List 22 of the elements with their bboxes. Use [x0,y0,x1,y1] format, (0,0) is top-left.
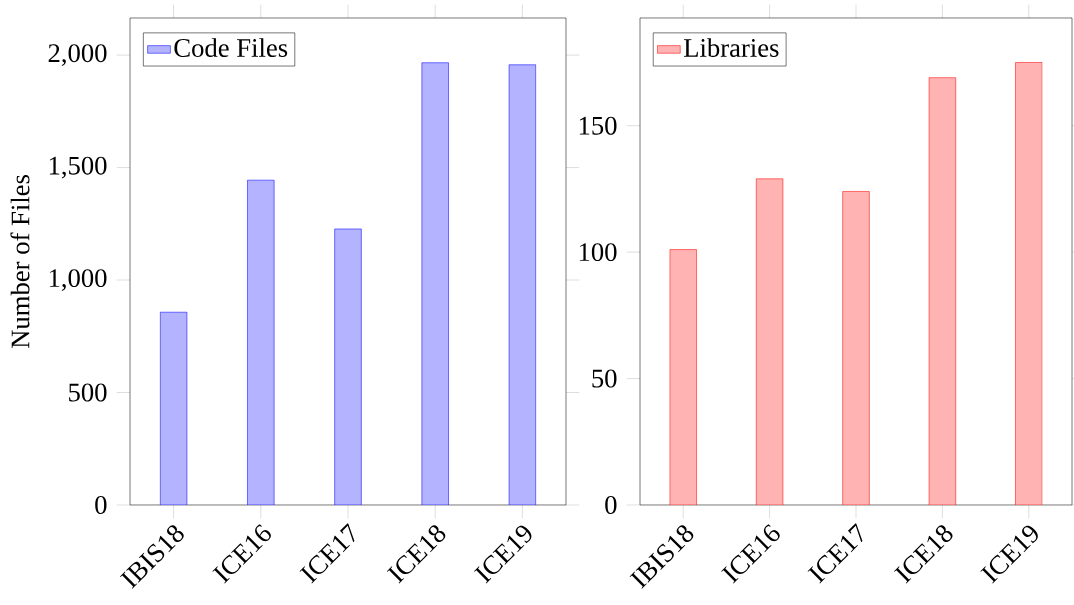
y-tick-label: 2,000 [48,44,107,67]
legend-label: Code Files [174,38,288,57]
legend-label: Libraries [683,38,779,57]
bar [1015,62,1043,505]
bar [160,311,188,505]
y-tick-label: 500 [69,383,107,402]
y-tick-label: 0 [95,495,107,514]
y-tick-label: 50 [592,369,617,388]
y-axis-title: Number of Files [10,175,30,349]
bar [247,179,275,505]
y-tick-label: 0 [605,495,617,514]
bar [928,77,957,505]
bar [842,191,870,505]
bar [508,64,537,505]
bar [756,178,784,505]
y-tick-label: 1,000 [49,269,107,291]
bar [334,228,362,505]
y-tick-label: 100 [579,243,617,262]
bar [669,249,697,505]
y-tick-label: 1,500 [49,156,107,179]
bar [421,62,449,505]
y-tick-label: 150 [579,116,617,135]
